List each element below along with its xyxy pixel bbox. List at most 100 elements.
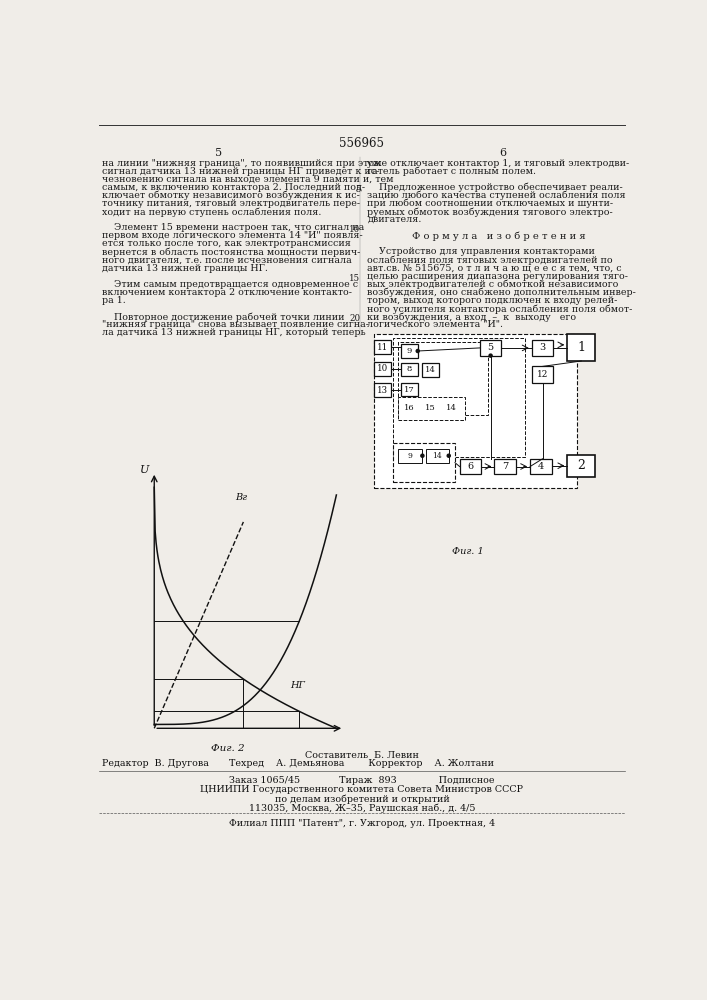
- Text: 13: 13: [377, 386, 387, 395]
- Text: при любом соотношении отключаемых и шунти-: при любом соотношении отключаемых и шунт…: [368, 199, 614, 208]
- Text: Повторное достижение рабочей точки линии: Повторное достижение рабочей точки линии: [103, 312, 345, 322]
- Bar: [398, 342, 488, 415]
- Text: 5: 5: [355, 185, 361, 194]
- Text: 12: 12: [537, 370, 548, 379]
- Bar: [373, 340, 391, 354]
- Bar: [480, 340, 501, 356]
- Text: 10: 10: [376, 364, 387, 373]
- Text: точнику питания, тяговый электродвигатель пере-: точнику питания, тяговый электродвигател…: [103, 199, 361, 208]
- Text: 113035, Москва, Ж–35, Раушская наб., д. 4/5: 113035, Москва, Ж–35, Раушская наб., д. …: [249, 804, 475, 813]
- Text: Предложенное устройство обеспечивает реали-: Предложенное устройство обеспечивает реа…: [368, 183, 623, 192]
- Text: "нижняя граница" снова вызывает появление сигна-: "нижняя граница" снова вызывает появлени…: [103, 320, 369, 329]
- Text: Техред    А. Демьянова        Корректор    А. Жолтани: Техред А. Демьянова Корректор А. Жолтани: [230, 759, 494, 768]
- Text: 10: 10: [349, 225, 361, 234]
- Text: уже отключает контактор 1, и тяговый электродви-: уже отключает контактор 1, и тяговый эле…: [368, 158, 630, 167]
- Text: 556965: 556965: [339, 137, 385, 150]
- Text: ного двигателя, т.е. после исчезновения сигнала: ного двигателя, т.е. после исчезновения …: [103, 256, 352, 265]
- Bar: [426, 449, 449, 463]
- Bar: [532, 366, 554, 383]
- Text: по делам изобретений и открытий: по делам изобретений и открытий: [274, 795, 450, 804]
- Bar: [421, 363, 438, 377]
- Bar: [401, 344, 418, 358]
- Text: 15: 15: [349, 274, 361, 283]
- Text: Ф о р м у л а   и з о б р е т е н и я: Ф о р м у л а и з о б р е т е н и я: [412, 231, 586, 241]
- Text: НГ: НГ: [290, 681, 305, 690]
- Bar: [401, 383, 418, 396]
- Text: ходит на первую ступень ослабления поля.: ходит на первую ступень ослабления поля.: [103, 207, 322, 217]
- Text: 5: 5: [215, 148, 222, 158]
- Text: 4: 4: [538, 462, 544, 471]
- Text: 14: 14: [446, 404, 457, 412]
- Text: 14: 14: [425, 366, 436, 374]
- Circle shape: [448, 454, 450, 457]
- Bar: [398, 449, 421, 463]
- Text: логического элемента "И".: логического элемента "И".: [368, 320, 503, 329]
- Bar: [532, 340, 554, 356]
- Text: авт.св. № 515675, о т л и ч а ю щ е е с я тем, что, с: авт.св. № 515675, о т л и ч а ю щ е е с …: [368, 264, 622, 273]
- Text: Фиг. 1: Фиг. 1: [452, 547, 484, 556]
- Bar: [494, 459, 516, 474]
- Bar: [567, 455, 595, 477]
- Bar: [530, 459, 552, 474]
- Bar: [373, 383, 391, 397]
- Text: ется только после того, как электротрансмиссия: ется только после того, как электротранс…: [103, 239, 351, 248]
- Text: Заказ 1065/45             Тираж  893              Подписное: Заказ 1065/45 Тираж 893 Подписное: [229, 776, 495, 785]
- Bar: [421, 401, 438, 415]
- Text: 1: 1: [578, 341, 585, 354]
- Text: 15: 15: [425, 404, 436, 412]
- Text: 9: 9: [407, 452, 412, 460]
- Bar: [460, 459, 481, 474]
- Bar: [401, 363, 418, 376]
- Text: чезновению сигнала на выходе элемента 9 памяти и, тем: чезновению сигнала на выходе элемента 9 …: [103, 175, 394, 184]
- Text: ного усилителя контактора ослабления поля обмот-: ного усилителя контактора ослабления пол…: [368, 304, 633, 314]
- Text: датчика 13 нижней границы НГ.: датчика 13 нижней границы НГ.: [103, 264, 268, 273]
- Text: Устройство для управления контакторами: Устройство для управления контакторами: [368, 247, 595, 256]
- Bar: [393, 443, 455, 482]
- Circle shape: [421, 454, 424, 457]
- Text: Филиал ППП "Патент", г. Ужгород, ул. Проектная, 4: Филиал ППП "Патент", г. Ужгород, ул. Про…: [229, 819, 495, 828]
- Text: ослабления поля тяговых электродвигателей по: ослабления поля тяговых электродвигателе…: [368, 256, 613, 265]
- Text: целью расширения диапазона регулирования тяго-: целью расширения диапазона регулирования…: [368, 272, 629, 281]
- Text: 11: 11: [376, 343, 387, 352]
- Text: зацию любого качества ступеней ослабления поля: зацию любого качества ступеней ослаблени…: [368, 191, 626, 200]
- Text: Редактор  В. Другова: Редактор В. Другова: [103, 759, 209, 768]
- Text: 14: 14: [432, 452, 442, 460]
- Text: ЦНИИПИ Государственного комитета Совета Министров СССР: ЦНИИПИ Государственного комитета Совета …: [201, 785, 523, 794]
- Text: ра 1.: ра 1.: [103, 296, 126, 305]
- Text: Составитель  Б. Левин: Составитель Б. Левин: [305, 751, 419, 760]
- Bar: [567, 334, 595, 361]
- Text: первом входе логического элемента 14 "И" появля-: первом входе логического элемента 14 "И"…: [103, 231, 363, 240]
- Text: Элемент 15 времени настроен так, что сигнал на: Элемент 15 времени настроен так, что сиг…: [103, 223, 365, 232]
- Bar: [443, 401, 460, 415]
- Bar: [401, 401, 418, 415]
- Text: Вг: Вг: [235, 493, 247, 502]
- Bar: [393, 338, 525, 457]
- Text: 7: 7: [502, 462, 508, 471]
- Text: 20: 20: [349, 314, 361, 323]
- Text: двигателя.: двигателя.: [368, 215, 422, 224]
- Text: гатель работает с полным полем.: гатель работает с полным полем.: [368, 167, 537, 176]
- Text: 16: 16: [404, 404, 414, 412]
- Text: 9: 9: [407, 347, 412, 355]
- Text: Этим самым предотвращается одновременное с: Этим самым предотвращается одновременное…: [103, 280, 358, 289]
- Text: 8: 8: [407, 365, 412, 373]
- Text: руемых обмоток возбуждения тягового электро-: руемых обмоток возбуждения тягового элек…: [368, 207, 613, 217]
- Text: U: U: [139, 465, 149, 475]
- Text: тором, выход которого подключен к входу релей-: тором, выход которого подключен к входу …: [368, 296, 618, 305]
- Circle shape: [489, 354, 492, 357]
- Text: ки возбуждения, а вход  –  к  выходу   его: ки возбуждения, а вход – к выходу его: [368, 312, 576, 322]
- Text: 17: 17: [404, 385, 414, 393]
- Bar: [373, 362, 391, 376]
- Text: самым, к включению контактора 2. Последний под-: самым, к включению контактора 2. Последн…: [103, 183, 366, 192]
- Text: 5: 5: [488, 343, 493, 352]
- Text: вых электродвигателей с обмоткой независимого: вых электродвигателей с обмоткой независ…: [368, 280, 619, 289]
- Text: 6: 6: [467, 462, 474, 471]
- Text: сигнал датчика 13 нижней границы НГ приведет к ис-: сигнал датчика 13 нижней границы НГ прив…: [103, 167, 380, 176]
- Text: ключает обмотку независимого возбуждения к ис-: ключает обмотку независимого возбуждения…: [103, 191, 360, 200]
- Text: Фиг. 2: Фиг. 2: [211, 744, 245, 753]
- Text: ла датчика 13 нижней границы НГ, который теперь: ла датчика 13 нижней границы НГ, который…: [103, 328, 366, 337]
- Bar: [397, 397, 465, 420]
- Bar: [373, 334, 577, 488]
- Circle shape: [416, 349, 419, 353]
- Text: 6: 6: [499, 148, 506, 158]
